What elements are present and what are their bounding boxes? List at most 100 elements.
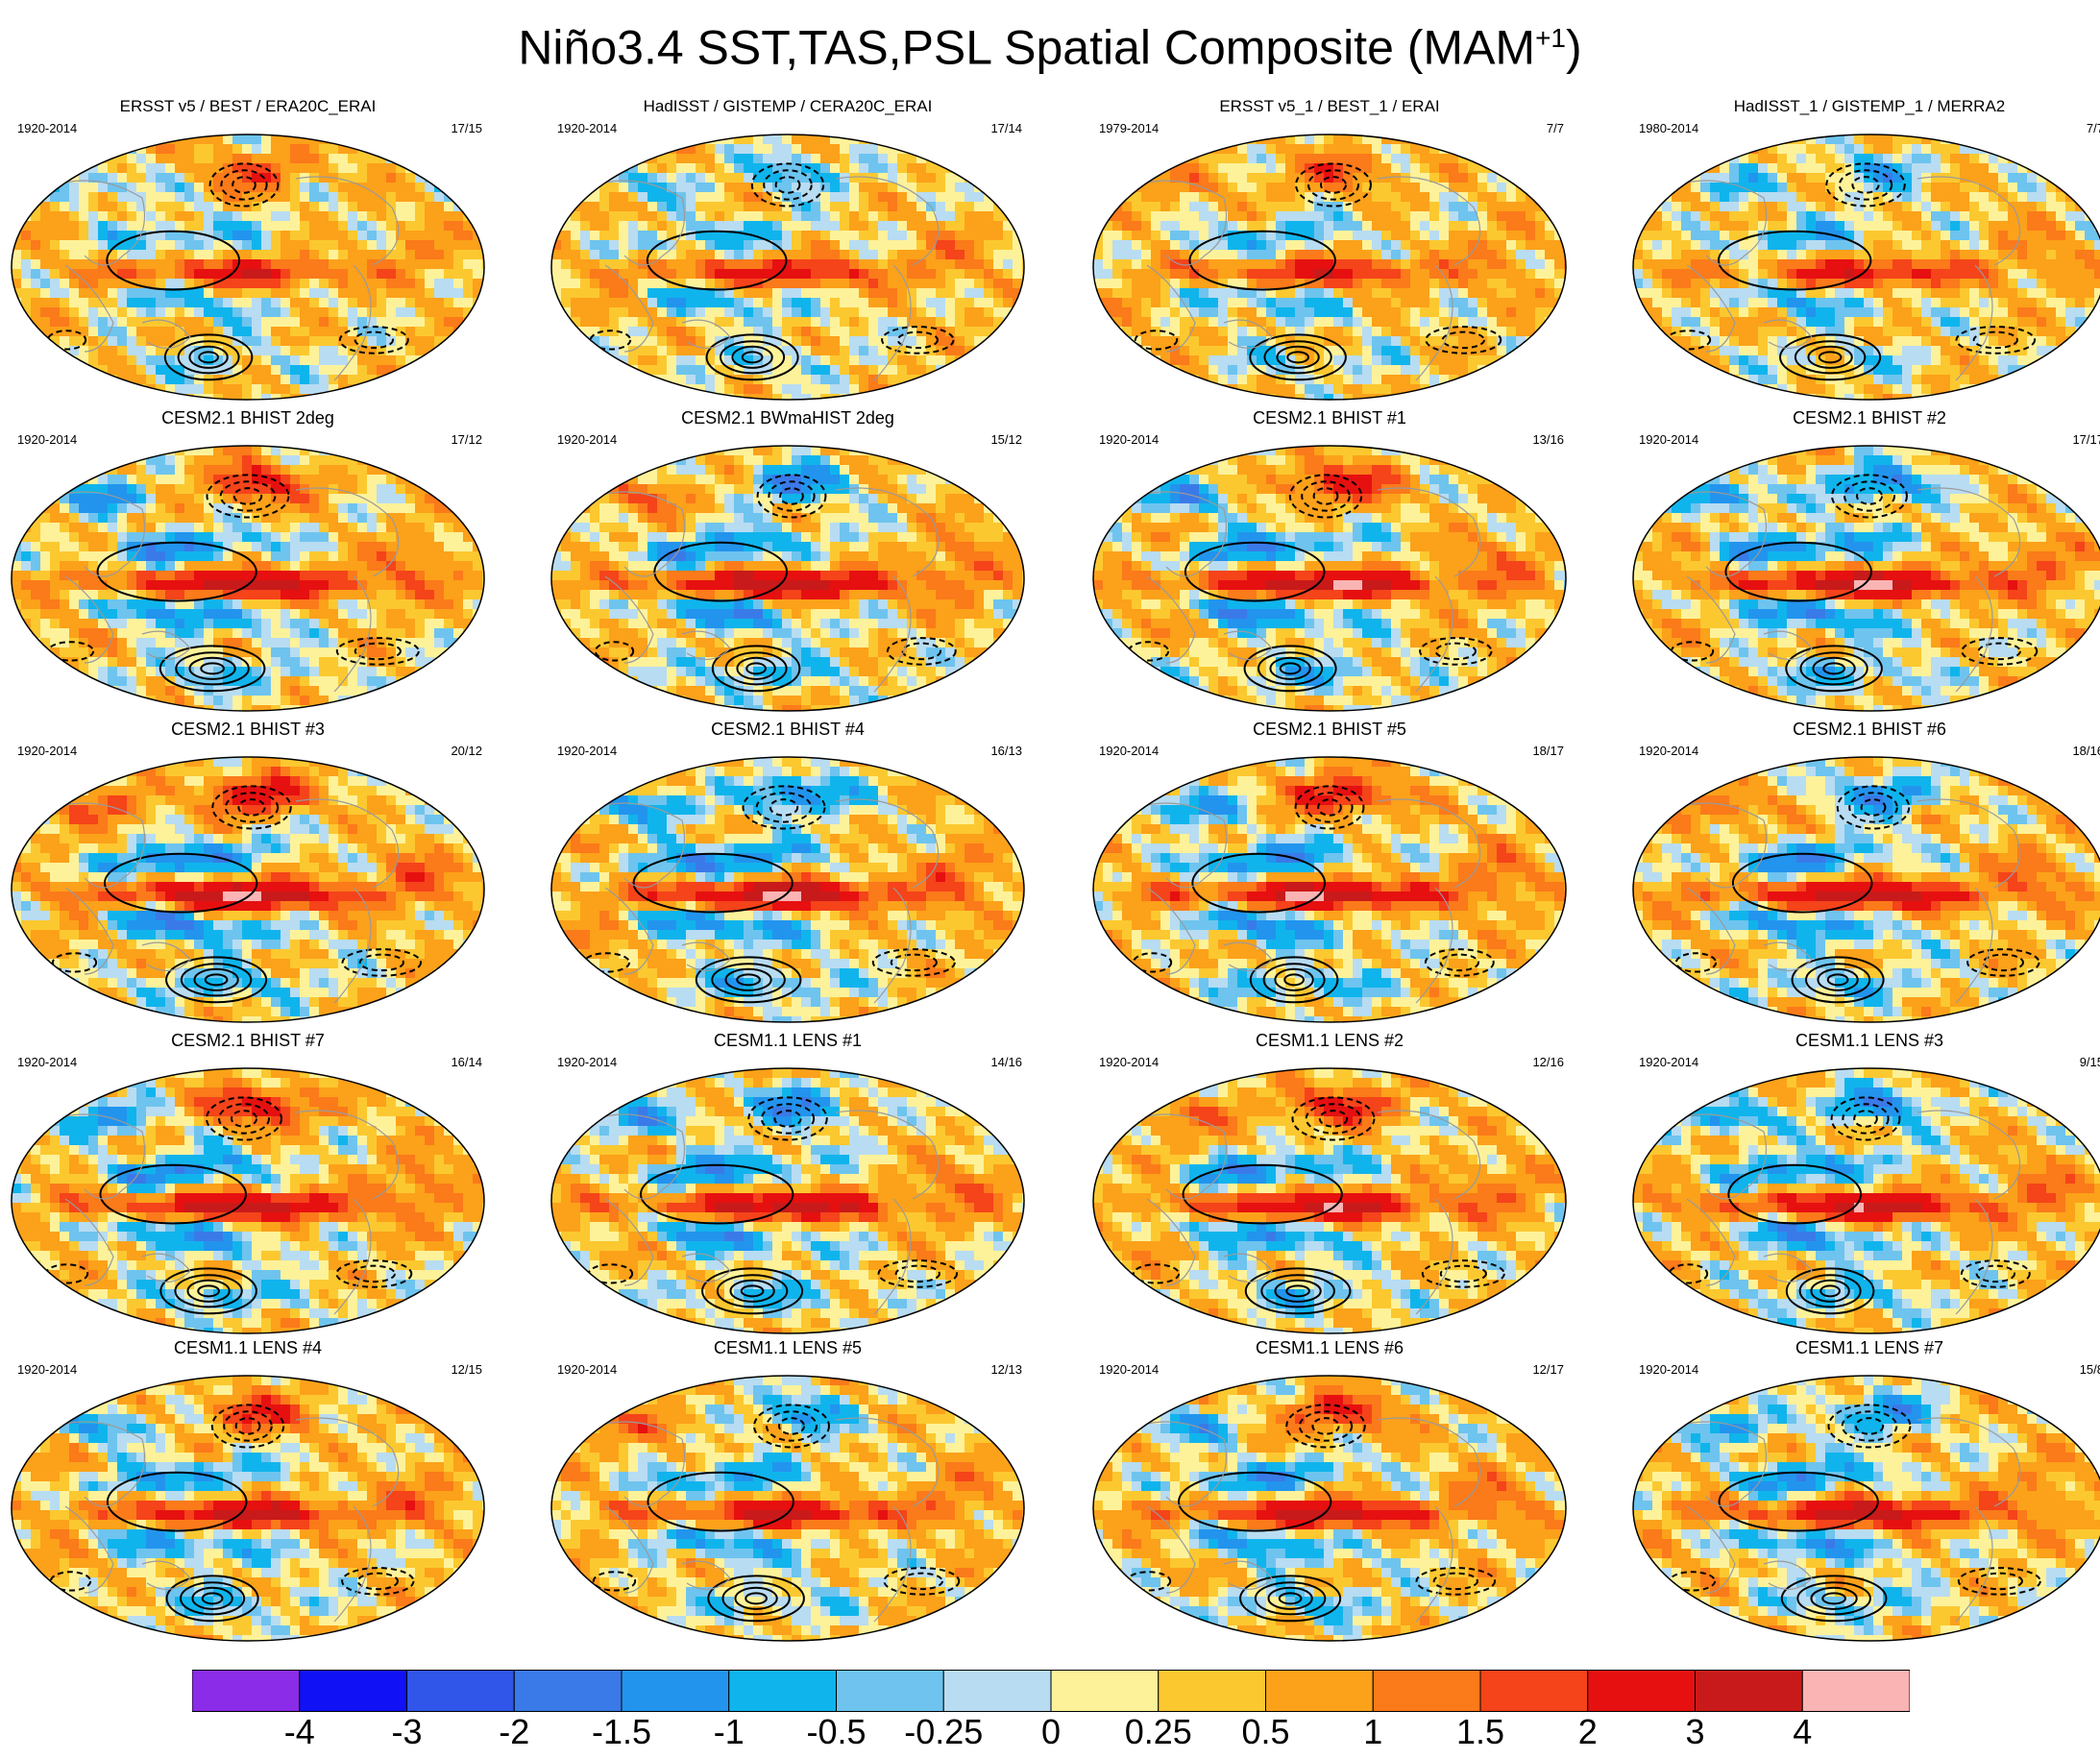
anomaly-cell: [165, 288, 176, 299]
anomaly-cell: [21, 221, 32, 232]
coastline: [835, 176, 940, 266]
anomaly-cell: [261, 307, 272, 318]
anomaly-cell: [734, 317, 745, 328]
anomaly-cell: [936, 221, 946, 232]
anomaly-cell: [1969, 183, 1980, 193]
anomaly-cell: [878, 134, 889, 145]
anomaly-cell: [1902, 259, 1913, 270]
anomaly-cell: [820, 154, 831, 164]
anomaly-cell: [60, 317, 70, 328]
anomaly-cell: [223, 202, 233, 212]
anomaly-cell: [1700, 192, 1711, 203]
anomaly-cell: [1209, 211, 1219, 222]
anomaly-cell: [290, 250, 301, 260]
anomaly-cell: [1844, 144, 1855, 155]
anomaly-cell: [396, 192, 406, 203]
anomaly-cell: [1950, 240, 1961, 251]
anomaly-cell: [782, 288, 793, 299]
anomaly-cell: [271, 259, 281, 270]
anomaly-cell: [194, 384, 205, 395]
anomaly-cell: [1228, 307, 1238, 318]
anomaly-cell: [1401, 134, 1411, 145]
anomaly-cell: [184, 144, 195, 155]
anomaly-cell: [184, 154, 195, 164]
anomaly-cell: [1729, 183, 1740, 193]
anomaly-cell: [1237, 192, 1248, 203]
anomaly-cell: [849, 346, 860, 356]
anomaly-cell: [50, 231, 61, 241]
anomaly-cell: [165, 183, 176, 193]
anomaly-cell: [50, 173, 61, 183]
anomaly-cell: [1691, 259, 1701, 270]
anomaly-cell: [609, 307, 620, 318]
anomaly-cell: [117, 336, 128, 347]
anomaly-cell: [696, 192, 706, 203]
anomaly-cell: [1132, 336, 1142, 347]
anomaly-cell: [1506, 365, 1517, 376]
anomaly-cell: [1960, 211, 1970, 222]
anomaly-cell: [1257, 298, 1267, 308]
anomaly-cell: [1381, 154, 1392, 164]
anomaly-cell: [12, 202, 22, 212]
anomaly-cell: [146, 365, 157, 376]
anomaly-cell: [1141, 365, 1152, 376]
anomaly-cell: [820, 202, 831, 212]
anomaly-cell: [271, 279, 281, 289]
anomaly-cell: [1497, 221, 1507, 232]
anomaly-cell: [165, 259, 176, 270]
anomaly-cell: [772, 250, 783, 260]
anomaly-cell: [647, 192, 658, 203]
anomaly-cell: [367, 355, 378, 366]
anomaly-cell: [175, 375, 185, 385]
anomaly-cell: [1391, 317, 1402, 328]
anomaly-cell: [396, 298, 406, 308]
anomaly-cell: [628, 144, 639, 155]
anomaly-cell: [357, 134, 368, 145]
anomaly-cell: [1228, 240, 1238, 251]
anomaly-cell: [1864, 221, 1874, 232]
anomaly-cell: [619, 307, 629, 318]
anomaly-cell: [1729, 231, 1740, 241]
anomaly-cell: [309, 355, 320, 366]
anomaly-cell: [1816, 192, 1826, 203]
anomaly-cell: [232, 269, 243, 280]
anomaly-cell: [571, 269, 581, 280]
anomaly-cell: [1093, 365, 1104, 376]
anomaly-cell: [1516, 163, 1526, 174]
anomaly-cell: [696, 269, 706, 280]
anomaly-cell: [1816, 240, 1826, 251]
anomaly-cell: [1989, 240, 1999, 251]
anomaly-cell: [936, 307, 946, 318]
anomaly-cell: [79, 259, 89, 270]
anomaly-cell: [830, 279, 841, 289]
anomaly-cell: [1777, 202, 1788, 212]
anomaly-cell: [1672, 250, 1682, 260]
anomaly-cell: [434, 327, 445, 337]
anomaly-cell: [1506, 288, 1517, 299]
anomaly-cell: [1950, 231, 1961, 241]
anomaly-cell: [482, 394, 484, 400]
anomaly-cell: [1141, 250, 1152, 260]
anomaly-cell: [840, 250, 850, 260]
anomaly-cell: [300, 221, 310, 232]
anomaly-cell: [1643, 183, 1653, 193]
anomaly-cell: [1449, 163, 1459, 174]
anomaly-cell: [1835, 240, 1845, 251]
anomaly-cell: [1516, 327, 1526, 337]
anomaly-cell: [724, 192, 735, 203]
anomaly-cell: [252, 336, 262, 347]
anomaly-cell: [156, 259, 166, 270]
anomaly-cell: [657, 317, 668, 328]
anomaly-cell: [1266, 288, 1277, 299]
anomaly-cell: [945, 336, 956, 347]
anomaly-cell: [12, 355, 22, 366]
anomaly-cell: [1122, 346, 1133, 356]
anomaly-cell: [1710, 173, 1721, 183]
anomaly-cell: [1864, 144, 1874, 155]
anomaly-cell: [657, 307, 668, 318]
anomaly-cell: [194, 134, 205, 145]
anomaly-cell: [1672, 154, 1682, 164]
anomaly-cell: [127, 307, 137, 318]
anomaly-cell: [1151, 144, 1161, 155]
anomaly-cell: [945, 298, 956, 308]
